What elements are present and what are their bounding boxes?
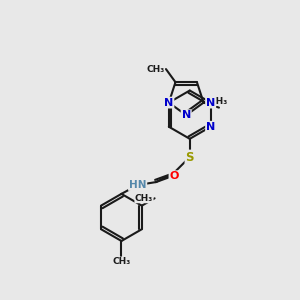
Text: CH₃: CH₃ bbox=[210, 97, 228, 106]
Text: CH₃: CH₃ bbox=[135, 194, 153, 203]
Text: CH₃: CH₃ bbox=[146, 64, 164, 74]
Text: N: N bbox=[182, 110, 191, 120]
Text: HN: HN bbox=[129, 180, 146, 190]
Text: N: N bbox=[206, 122, 215, 132]
Text: N: N bbox=[164, 98, 173, 108]
Text: O: O bbox=[169, 171, 179, 181]
Text: N: N bbox=[206, 98, 215, 108]
Text: S: S bbox=[185, 151, 194, 164]
Text: CH₃: CH₃ bbox=[112, 257, 130, 266]
